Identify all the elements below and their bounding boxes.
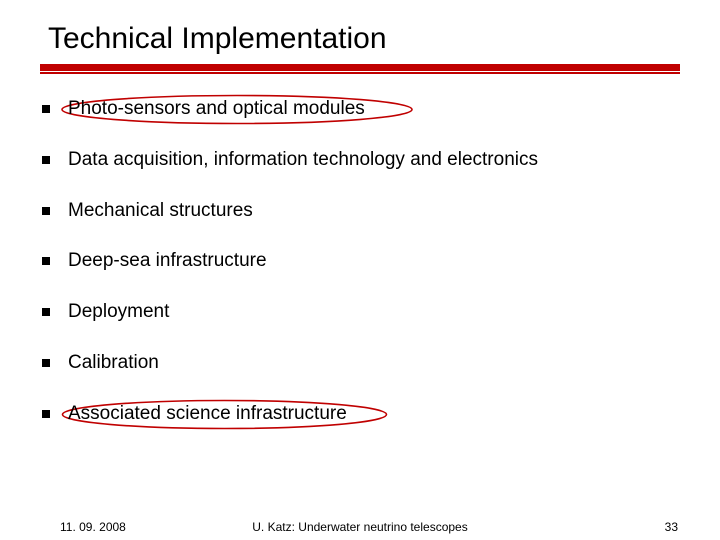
list-item: Data acquisition, information technology…	[42, 149, 680, 172]
list-item: Deep-sea infrastructure	[42, 250, 680, 273]
list-item: Deployment	[42, 301, 680, 324]
page-number: 33	[665, 520, 678, 534]
title-rule-thick	[40, 64, 680, 71]
bullet-text: Photo-sensors and optical modules	[68, 98, 365, 121]
bullet-list: Photo-sensors and optical modules Data a…	[40, 98, 680, 426]
bullet-icon	[42, 105, 50, 113]
slide-title: Technical Implementation	[48, 22, 680, 56]
bullet-text: Data acquisition, information technology…	[68, 149, 538, 172]
bullet-text: Mechanical structures	[68, 200, 253, 223]
bullet-icon	[42, 308, 50, 316]
bullet-text: Deep-sea infrastructure	[68, 250, 267, 273]
list-item: Photo-sensors and optical modules	[42, 98, 680, 121]
bullet-icon	[42, 156, 50, 164]
bullet-icon	[42, 359, 50, 367]
list-item: Associated science infrastructure	[42, 403, 680, 426]
bullet-icon	[42, 410, 50, 418]
footer-center: U. Katz: Underwater neutrino telescopes	[0, 520, 720, 534]
bullet-text: Deployment	[68, 301, 169, 324]
bullet-icon	[42, 207, 50, 215]
title-rule-thin	[40, 72, 680, 74]
bullet-text: Associated science infrastructure	[68, 403, 347, 426]
slide: Technical Implementation Photo-sensors a…	[0, 0, 720, 540]
bullet-text: Calibration	[68, 352, 159, 375]
bullet-icon	[42, 257, 50, 265]
list-item: Calibration	[42, 352, 680, 375]
list-item: Mechanical structures	[42, 200, 680, 223]
